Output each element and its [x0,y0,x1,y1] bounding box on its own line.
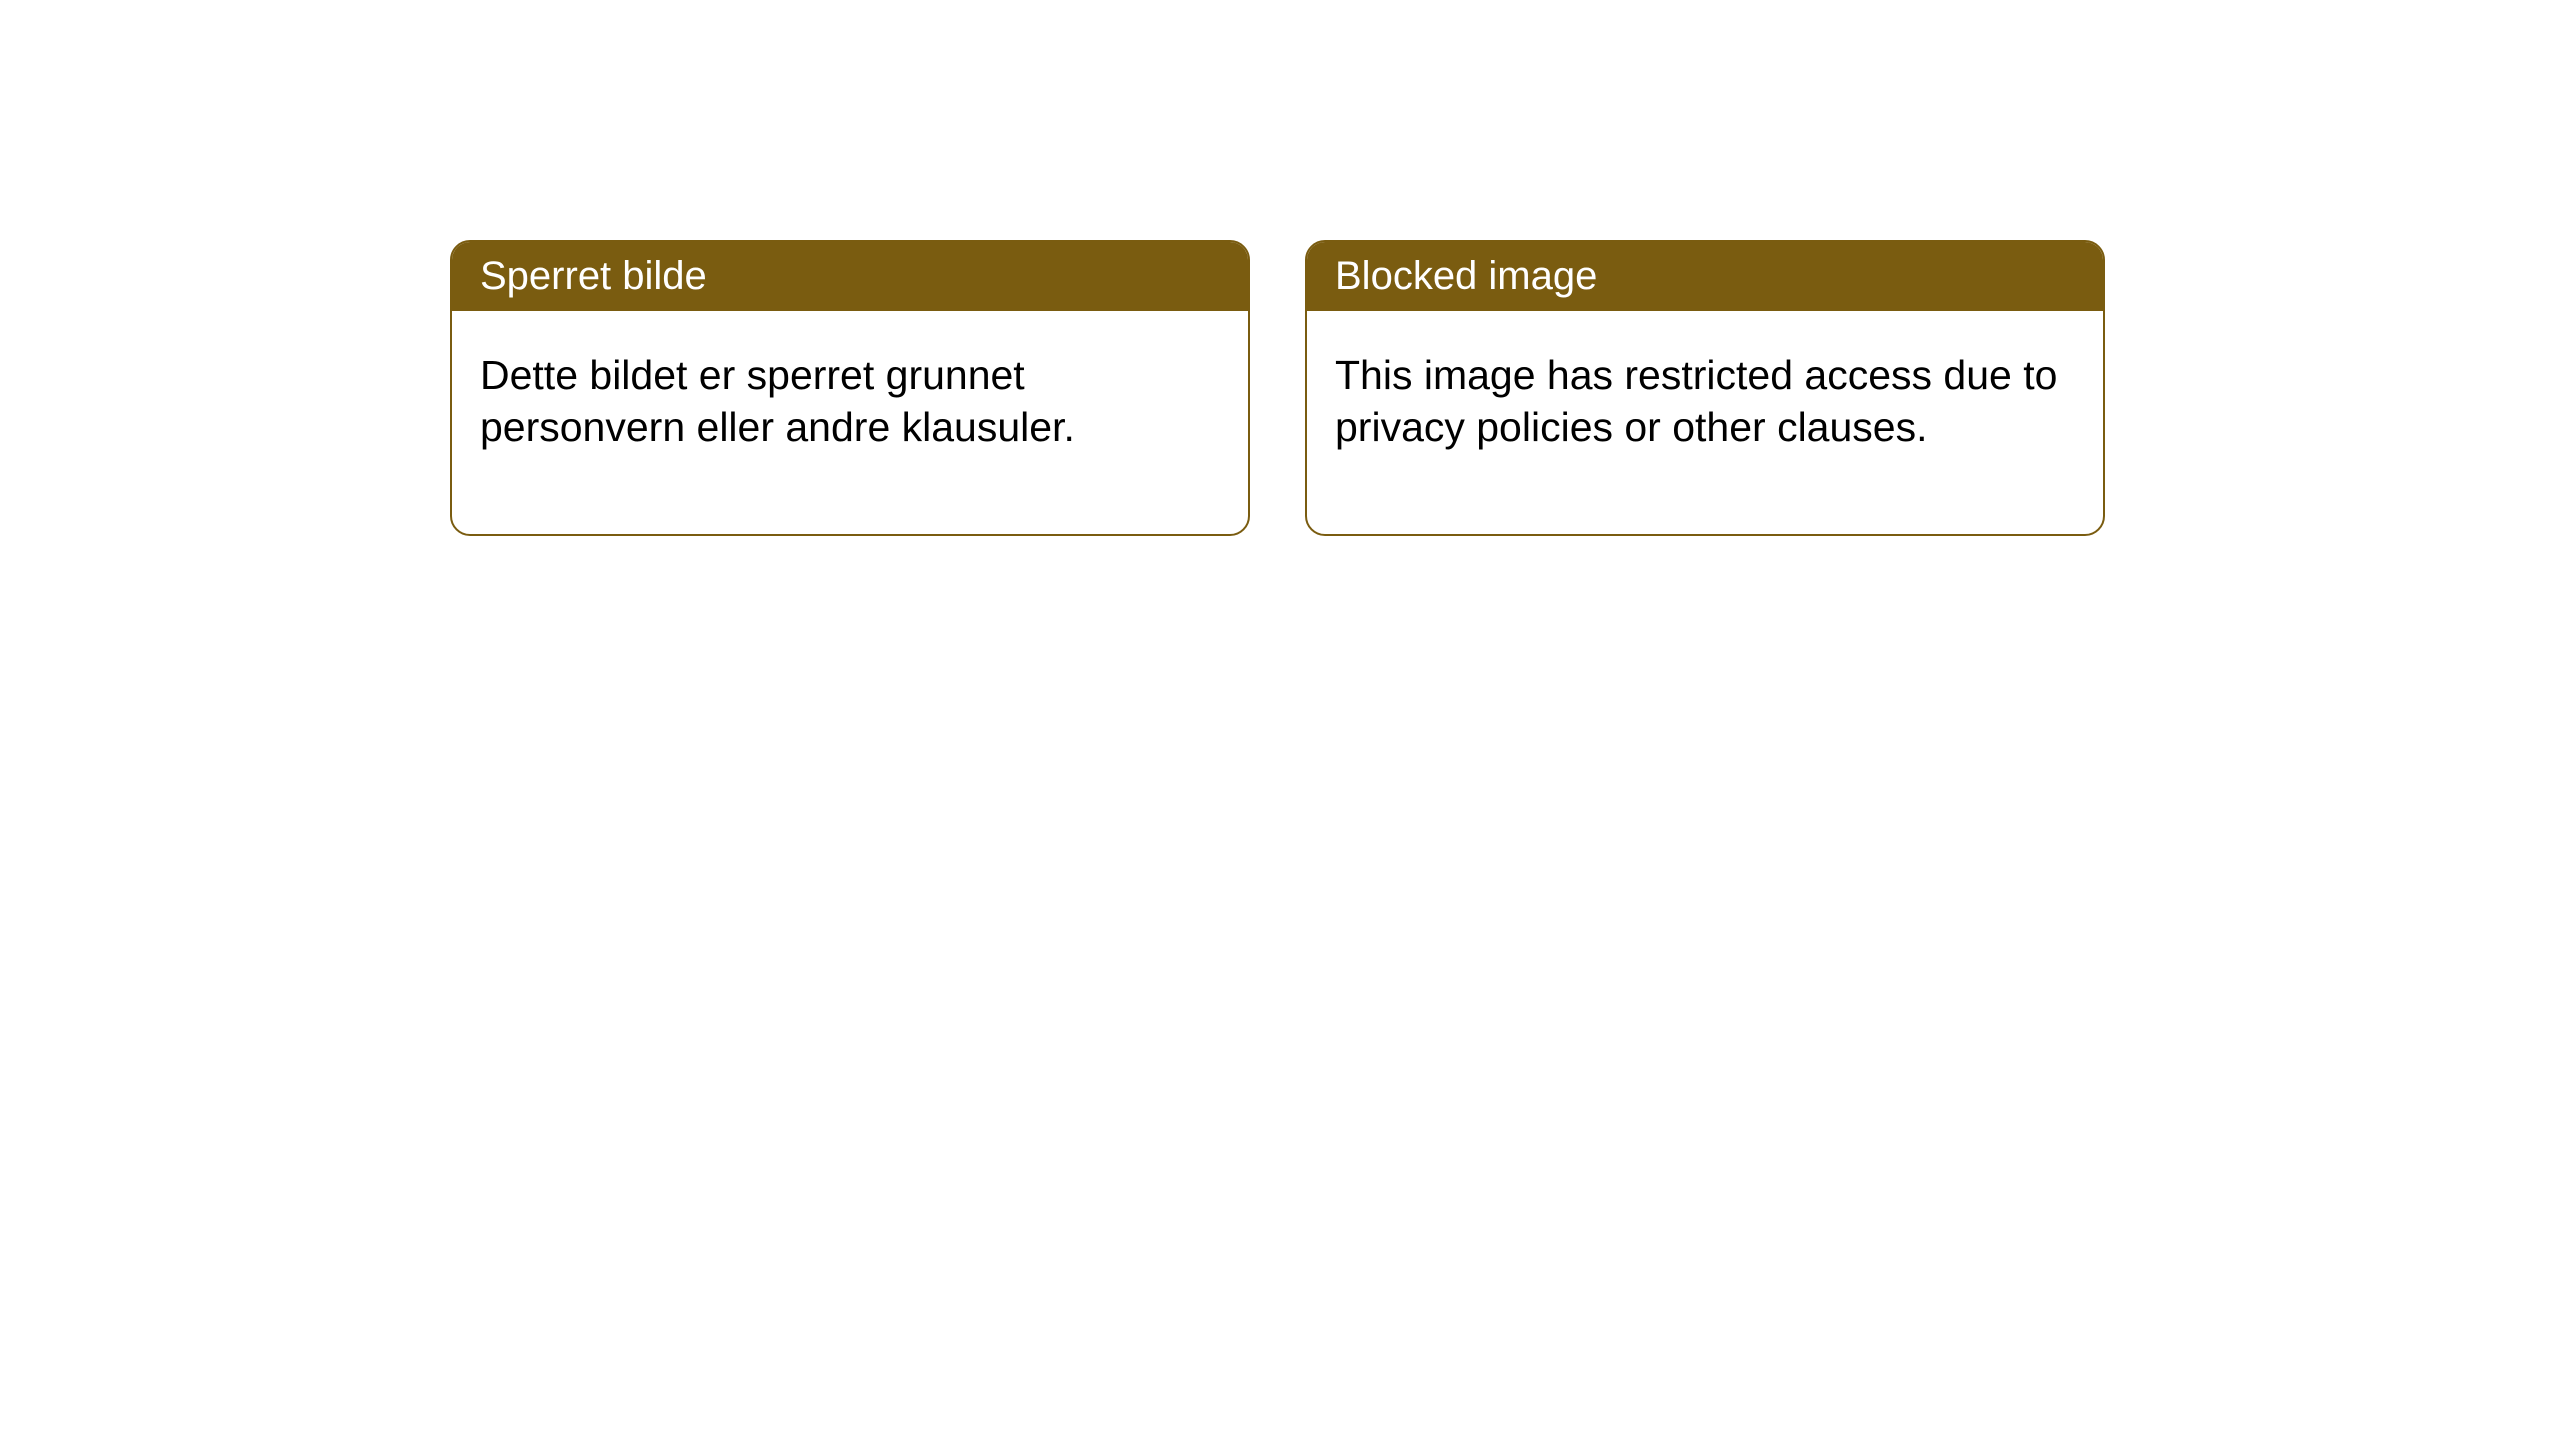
card-header: Blocked image [1307,242,2103,311]
card-body: Dette bildet er sperret grunnet personve… [452,311,1248,534]
card-body: This image has restricted access due to … [1307,311,2103,534]
blocked-image-card-en: Blocked image This image has restricted … [1305,240,2105,536]
card-message: Dette bildet er sperret grunnet personve… [480,352,1075,450]
card-title: Blocked image [1335,254,1597,298]
card-message: This image has restricted access due to … [1335,352,2057,450]
message-container: Sperret bilde Dette bildet er sperret gr… [450,240,2105,536]
card-header: Sperret bilde [452,242,1248,311]
blocked-image-card-no: Sperret bilde Dette bildet er sperret gr… [450,240,1250,536]
card-title: Sperret bilde [480,254,707,298]
